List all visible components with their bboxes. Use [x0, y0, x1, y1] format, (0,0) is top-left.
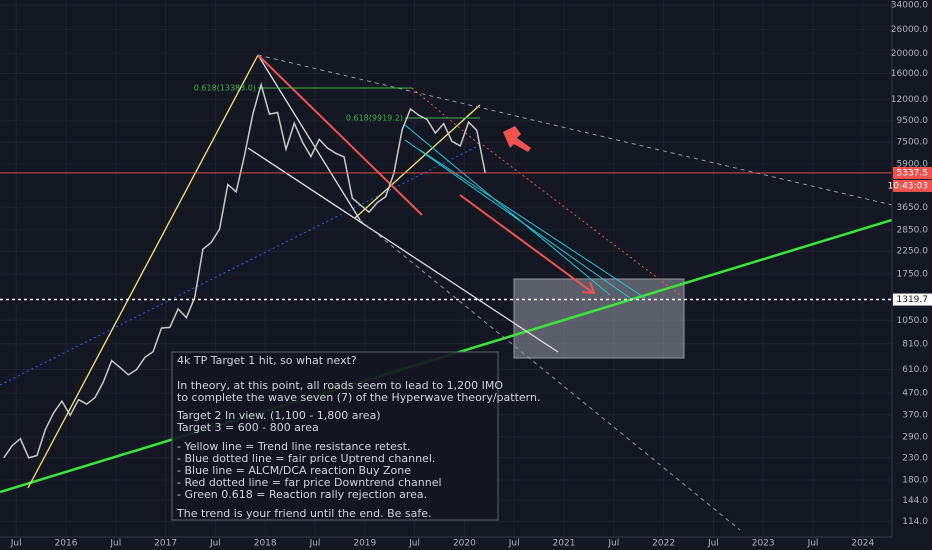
x-tick-label: Jul — [707, 539, 719, 549]
target-tag-label: 1319.7 — [897, 295, 929, 305]
price-axis — [892, 0, 932, 550]
target-tag — [893, 293, 932, 306]
note-box — [171, 351, 499, 521]
x-tick-label: Jul — [408, 539, 420, 549]
x-tick-label: 2023 — [752, 539, 775, 549]
x-tick-label: Jul — [309, 539, 321, 549]
x-tick-label: 2020 — [453, 539, 476, 549]
x-tick-label: 2021 — [553, 539, 576, 549]
fib-label: 0.618(13383.0) — [194, 84, 256, 93]
cyan-channel — [404, 139, 631, 299]
note-line: - Green 0.618 = Reaction rally rejection… — [177, 488, 427, 501]
y-tick-label: 114.0 — [902, 517, 928, 527]
y-tick-label: 12000.0 — [891, 95, 928, 105]
plot — [0, 81, 892, 459]
fib-label: 0.618(9919.2) — [346, 114, 403, 123]
note-line: The trend is your friend until the end. … — [176, 507, 432, 520]
y-tick-label: 7500.0 — [897, 138, 929, 148]
price-tag — [893, 166, 932, 179]
y-tick-label: 370.0 — [902, 410, 928, 420]
x-tick-label: 2016 — [55, 539, 78, 549]
note-line: - Blue dotted line = fair price Uptrend … — [177, 452, 435, 465]
x-tick-label: Jul — [209, 539, 221, 549]
countdown-label: 10:43:03 — [888, 181, 928, 191]
x-tick-label: Jul — [109, 539, 121, 549]
x-tick-label: 2024 — [851, 539, 874, 549]
y-tick-label: 810.0 — [902, 339, 928, 349]
hammer-icon — [503, 126, 531, 152]
yellow-line — [27, 54, 259, 489]
x-tick-label: 2017 — [154, 539, 177, 549]
grid — [0, 0, 892, 537]
y-tick-label: 180.0 — [902, 476, 928, 486]
price-line — [3, 81, 486, 459]
y-tick-label: 1050.0 — [897, 316, 929, 326]
y-tick-label: 26000.0 — [891, 25, 928, 35]
y-tick-label: 2250.0 — [897, 247, 929, 257]
cyan-channel — [419, 149, 646, 299]
yellow-line — [354, 104, 481, 219]
note-line: - Yellow line = Trend line resistance re… — [177, 440, 410, 453]
x-tick-label: Jul — [607, 539, 619, 549]
note-line: Target 2 In view. (1,100 - 1,800 area) — [176, 409, 381, 422]
countdown-tag — [893, 179, 932, 192]
y-tick-label: 2850.0 — [897, 225, 929, 235]
y-tick-label: 9500.0 — [897, 116, 929, 126]
y-tick-label: 3650.0 — [897, 203, 929, 213]
y-tick-label: 20000.0 — [891, 49, 928, 59]
y-tick-label: 5900.0 — [897, 159, 929, 169]
x-tick-label: Jul — [807, 539, 819, 549]
y-tick-label: 144.0 — [902, 496, 928, 506]
labels: 34000.0 26000.0 20000.0 16000.0 12000.0 9500.… — [10, 1, 932, 549]
x-tick-label: Jul — [10, 539, 22, 549]
note-line: In theory, at this point, all roads seem… — [177, 379, 503, 392]
x-tick-label: 2018 — [254, 539, 277, 549]
red-line — [257, 54, 423, 216]
white-line — [247, 147, 559, 353]
y-tick-label: 16000.0 — [891, 69, 928, 79]
note-line: - Red dotted line = far price Downtrend … — [177, 476, 442, 489]
note-line: - Blue line = ALCM/DCA reaction Buy Zone — [177, 464, 411, 477]
red-dotted-line — [482, 144, 681, 296]
red-arrow-head — [581, 281, 596, 295]
y-tick-label: 610.0 — [902, 365, 928, 375]
note-line: 4k TP Target 1 hit, so what next? — [177, 354, 357, 367]
drawings — [0, 54, 893, 531]
y-tick-label: 470.0 — [902, 389, 928, 399]
white-line — [257, 54, 361, 221]
x-tick-label: 2019 — [353, 539, 376, 549]
y-tick-label: 230.0 — [902, 453, 928, 463]
white-dashed-line — [359, 219, 741, 531]
red-arrow — [459, 194, 593, 293]
x-tick-label: 2022 — [652, 539, 675, 549]
x-tick-label: Jul — [508, 539, 520, 549]
y-tick-label: 290.0 — [902, 432, 928, 442]
cyan-channel — [404, 124, 611, 296]
y-tick-label: 1750.0 — [897, 269, 929, 279]
price-tag-label: 5337.5 — [897, 168, 929, 178]
y-tick-label: 34000.0 — [891, 1, 928, 11]
note-line: to complete the wave seven (7) of the Hy… — [177, 391, 540, 404]
note-line: Target 3 = 600 - 800 area — [176, 421, 319, 434]
